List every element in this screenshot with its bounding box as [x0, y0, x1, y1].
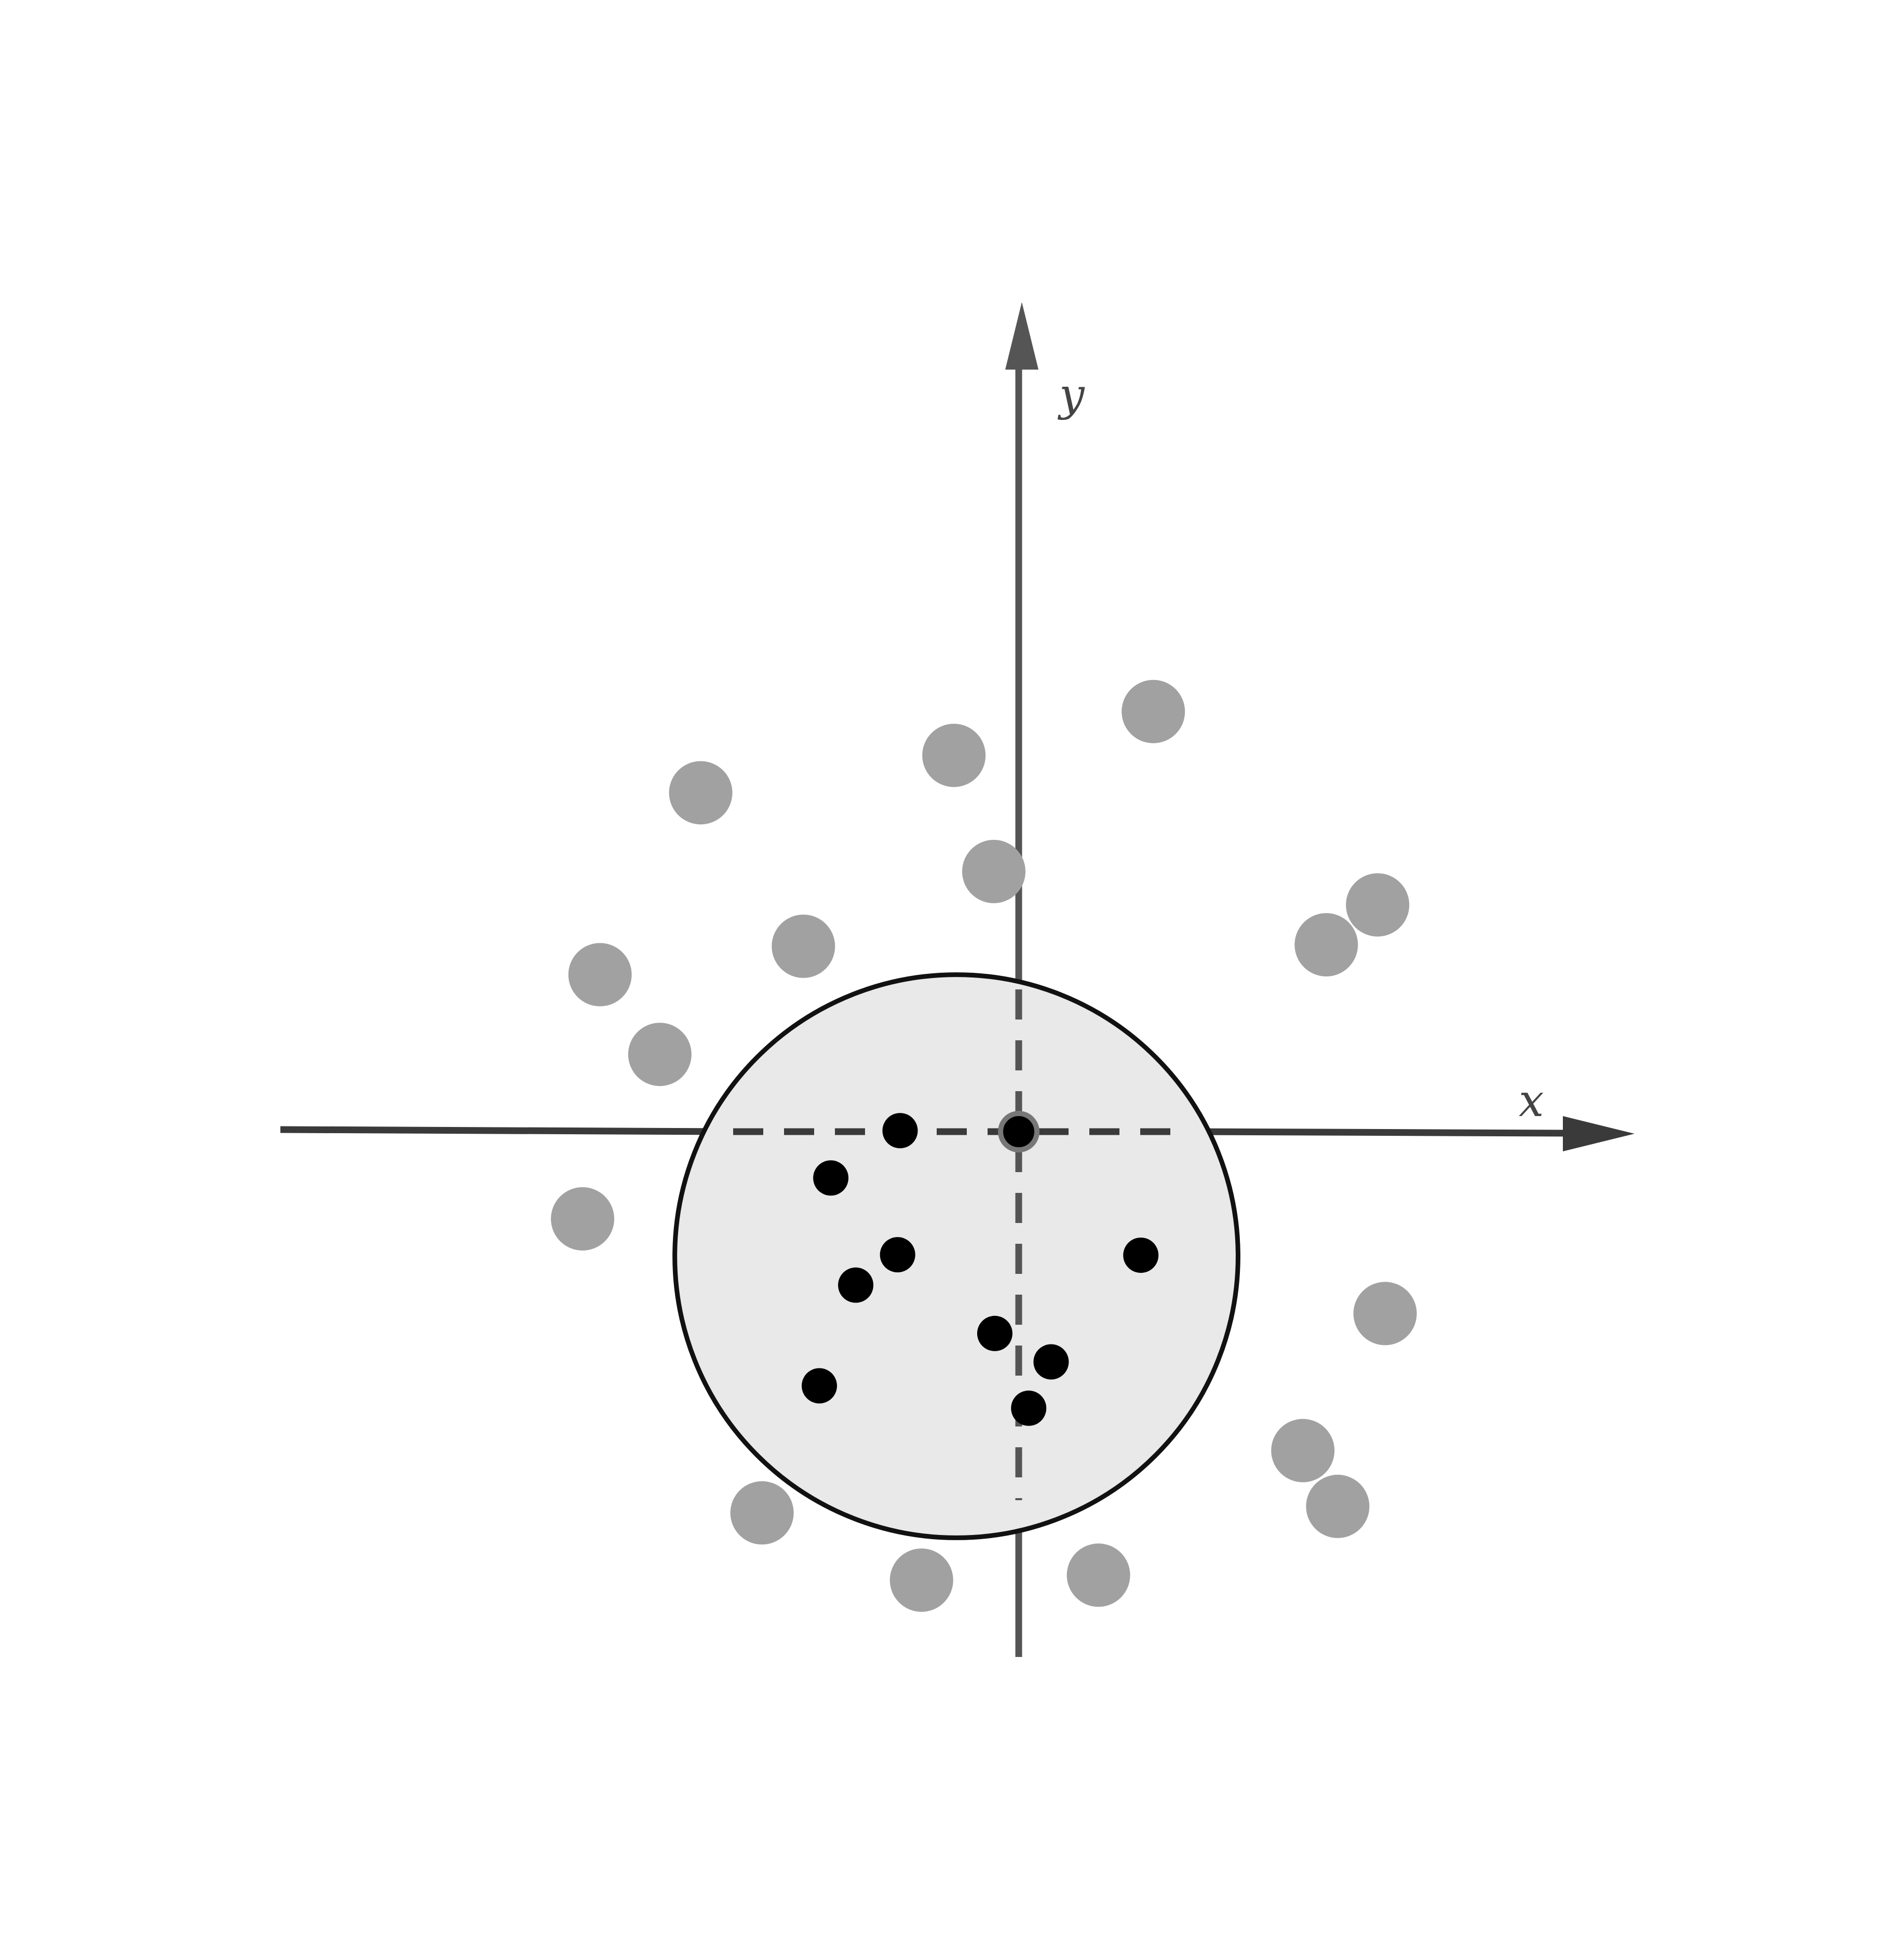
inside-point-7	[1033, 1344, 1069, 1380]
outside-point-8	[569, 943, 632, 1007]
outside-point-2	[922, 724, 985, 787]
y-axis-arrow-icon	[1005, 302, 1038, 370]
outside-point-4	[962, 840, 1025, 903]
outside-point-3	[669, 761, 733, 824]
y-axis-label: y	[1057, 369, 1085, 421]
inside-point-5	[802, 1368, 837, 1404]
x-axis-right	[1188, 1132, 1568, 1133]
inside-point-1	[883, 1113, 918, 1148]
inside-point-6	[977, 1316, 1012, 1351]
inside-point-9	[1123, 1238, 1158, 1273]
inside-point-4	[838, 1268, 873, 1303]
inside-point-3	[880, 1237, 915, 1272]
outside-point-16	[1067, 1543, 1130, 1607]
outside-point-13	[1306, 1475, 1369, 1538]
outside-point-5	[1346, 873, 1409, 936]
outside-point-15	[890, 1548, 953, 1612]
origin-center-point	[1001, 1113, 1037, 1150]
inside-point-8	[1011, 1391, 1046, 1426]
outside-point-1	[1122, 680, 1185, 743]
outside-point-10	[551, 1187, 614, 1251]
inside-point-2	[813, 1160, 848, 1195]
x-axis-label: x	[1519, 1075, 1544, 1127]
outside-point-12	[1271, 1419, 1334, 1482]
x-axis-left	[280, 1130, 733, 1132]
outside-point-7	[772, 915, 835, 978]
outside-point-6	[1294, 913, 1358, 976]
outside-point-9	[628, 1023, 692, 1086]
outside-point-14	[731, 1481, 794, 1544]
x-axis-arrow-icon	[1563, 1116, 1635, 1151]
outside-point-11	[1354, 1282, 1417, 1345]
